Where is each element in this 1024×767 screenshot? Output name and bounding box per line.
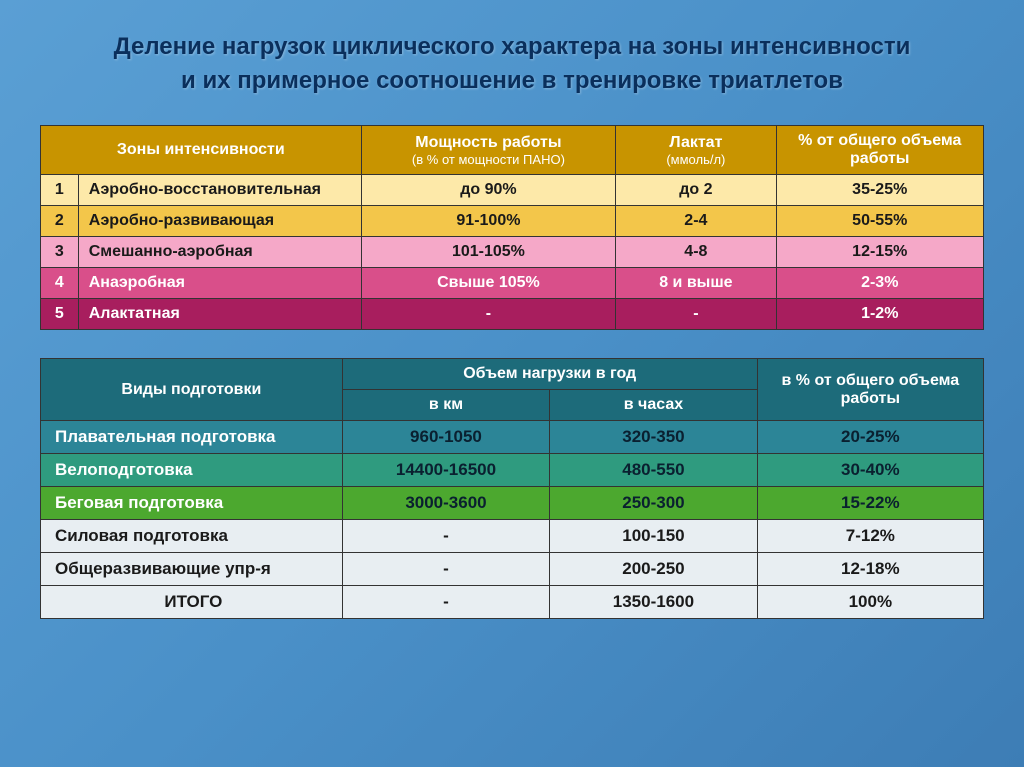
table-row: 4 Анаэробная Свыше 105% 8 и выше 2-3% [41,268,984,299]
cell-pct: 20-25% [757,421,983,454]
cell-hours: 320-350 [550,421,757,454]
cell-zone: Алактатная [78,299,361,330]
cell-km: - [342,553,549,586]
cell-hours: 480-550 [550,454,757,487]
cell-type: Беговая подготовка [41,487,343,520]
cell-type: Силовая подготовка [41,520,343,553]
title-line-1: Деление нагрузок циклического характера … [114,33,911,60]
cell-lactate: - [616,299,776,330]
table-row-total: ИТОГО - 1350-1600 100% [41,586,984,619]
page-title: Деление нагрузок циклического характера … [40,30,984,97]
cell-km: 960-1050 [342,421,549,454]
cell-zone: Аэробно-восстановительная [78,175,361,206]
header-percent: в % от общего объема работы [757,359,983,421]
cell-pct: 35-25% [776,175,983,206]
cell-power: Свыше 105% [361,268,616,299]
header-volume: Объем нагрузки в год [342,359,757,390]
header-power-main: Мощность работы [415,134,561,151]
cell-pct: 100% [757,586,983,619]
cell-power: до 90% [361,175,616,206]
table-row: Велоподготовка 14400-16500 480-550 30-40… [41,454,984,487]
cell-lactate: 4-8 [616,237,776,268]
cell-num: 5 [41,299,79,330]
header-lactate-main: Лактат [669,134,722,151]
header-type: Виды подготовки [41,359,343,421]
cell-type: Общеразвивающие упр-я [41,553,343,586]
cell-pct: 7-12% [757,520,983,553]
cell-hours: 200-250 [550,553,757,586]
table-header-row: Зоны интенсивности Мощность работы (в % … [41,126,984,175]
intensity-zones-table: Зоны интенсивности Мощность работы (в % … [40,125,984,330]
table-row: Силовая подготовка - 100-150 7-12% [41,520,984,553]
cell-pct: 30-40% [757,454,983,487]
cell-pct: 15-22% [757,487,983,520]
cell-power: - [361,299,616,330]
cell-power: 91-100% [361,206,616,237]
cell-km: 3000-3600 [342,487,549,520]
training-types-table: Виды подготовки Объем нагрузки в год в %… [40,358,984,619]
cell-type: Велоподготовка [41,454,343,487]
header-zone: Зоны интенсивности [41,126,362,175]
title-line-2: и их примерное соотношение в тренировке … [181,67,843,94]
cell-lactate: 8 и выше [616,268,776,299]
header-lactate: Лактат (ммоль/л) [616,126,776,175]
table-row: 2 Аэробно-развивающая 91-100% 2-4 50-55% [41,206,984,237]
cell-hours: 250-300 [550,487,757,520]
cell-type: ИТОГО [41,586,343,619]
header-power: Мощность работы (в % от мощности ПАНО) [361,126,616,175]
header-percent: % от общего объема работы [776,126,983,175]
cell-power: 101-105% [361,237,616,268]
cell-pct: 2-3% [776,268,983,299]
table-row: Беговая подготовка 3000-3600 250-300 15-… [41,487,984,520]
cell-zone: Аэробно-развивающая [78,206,361,237]
table-row: Плавательная подготовка 960-1050 320-350… [41,421,984,454]
table-header-row: Виды подготовки Объем нагрузки в год в %… [41,359,984,390]
cell-zone: Анаэробная [78,268,361,299]
cell-pct: 12-18% [757,553,983,586]
cell-num: 4 [41,268,79,299]
table-row: 1 Аэробно-восстановительная до 90% до 2 … [41,175,984,206]
header-lactate-sub: (ммоль/л) [626,152,765,167]
cell-km: - [342,520,549,553]
cell-hours: 100-150 [550,520,757,553]
cell-zone: Смешанно-аэробная [78,237,361,268]
cell-pct: 12-15% [776,237,983,268]
header-km: в км [342,390,549,421]
cell-pct: 1-2% [776,299,983,330]
cell-pct: 50-55% [776,206,983,237]
cell-km: 14400-16500 [342,454,549,487]
cell-num: 2 [41,206,79,237]
table-row: 5 Алактатная - - 1-2% [41,299,984,330]
header-hours: в часах [550,390,757,421]
table-row: Общеразвивающие упр-я - 200-250 12-18% [41,553,984,586]
cell-num: 1 [41,175,79,206]
cell-hours: 1350-1600 [550,586,757,619]
cell-lactate: 2-4 [616,206,776,237]
header-power-sub: (в % от мощности ПАНО) [372,152,606,167]
cell-num: 3 [41,237,79,268]
cell-type: Плавательная подготовка [41,421,343,454]
cell-km: - [342,586,549,619]
cell-lactate: до 2 [616,175,776,206]
table-row: 3 Смешанно-аэробная 101-105% 4-8 12-15% [41,237,984,268]
